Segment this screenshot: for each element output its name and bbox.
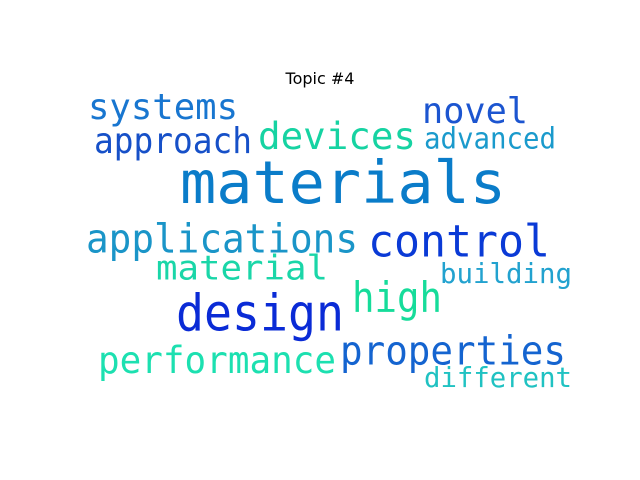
word-advanced: advanced bbox=[424, 121, 556, 155]
chart-title: Topic #4 bbox=[285, 69, 355, 88]
word-properties: properties bbox=[340, 328, 566, 374]
word-building: building bbox=[440, 259, 572, 290]
word-approach: approach bbox=[94, 121, 252, 162]
word-different: different bbox=[424, 363, 572, 394]
word-devices: devices bbox=[258, 114, 416, 158]
word-novel: novel bbox=[422, 91, 528, 132]
word-systems: systems bbox=[88, 87, 238, 128]
word-material: material bbox=[156, 249, 328, 288]
word-high: high bbox=[352, 273, 442, 322]
word-performance: performance bbox=[98, 338, 336, 382]
word-control: control bbox=[368, 217, 550, 268]
word-materials: materials bbox=[180, 148, 506, 217]
word-design: design bbox=[176, 283, 344, 342]
word-applications: applications bbox=[86, 216, 358, 262]
